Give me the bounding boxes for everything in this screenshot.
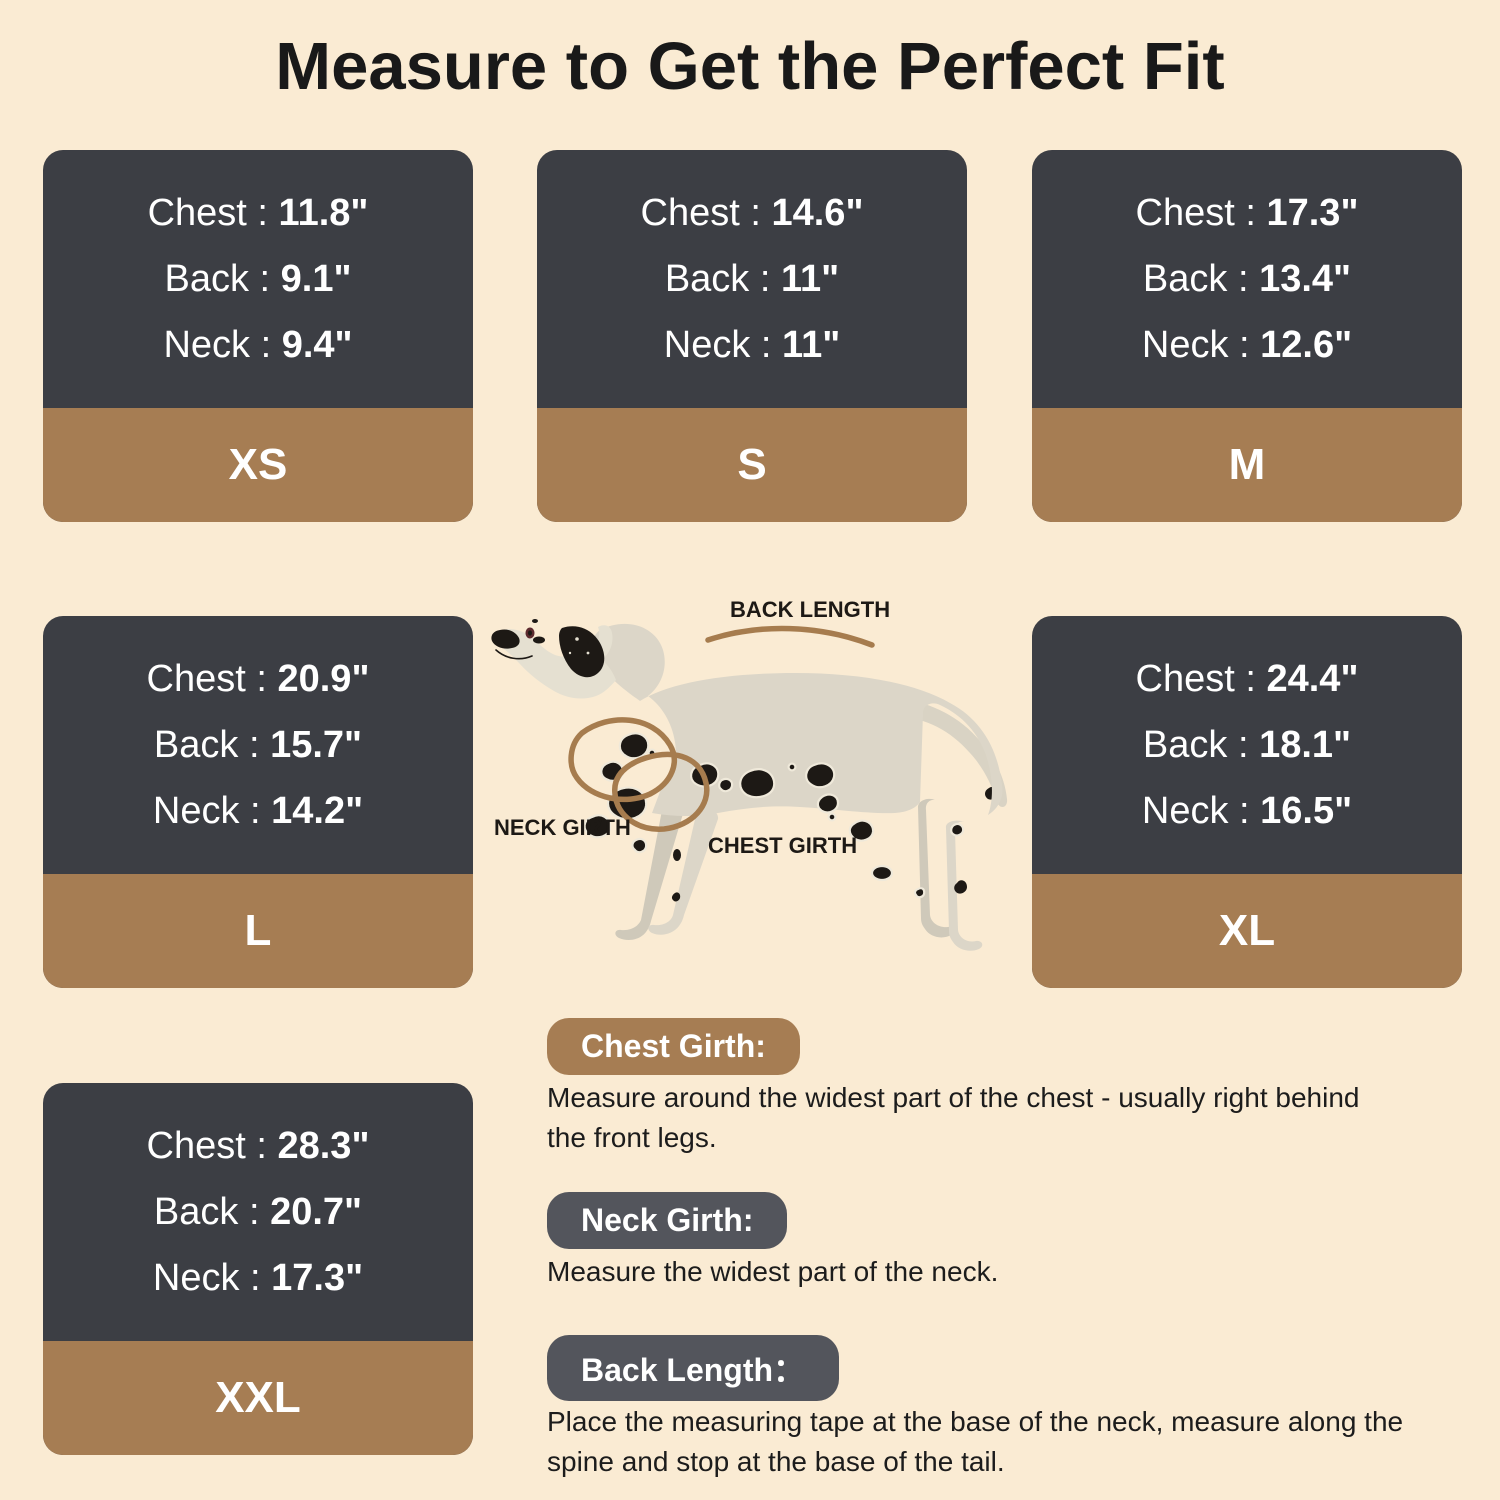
svg-text:NECK GIRTH: NECK GIRTH bbox=[494, 815, 631, 840]
svg-text:BACK LENGTH: BACK LENGTH bbox=[730, 597, 890, 622]
svg-text:CHEST GIRTH: CHEST GIRTH bbox=[708, 833, 857, 858]
